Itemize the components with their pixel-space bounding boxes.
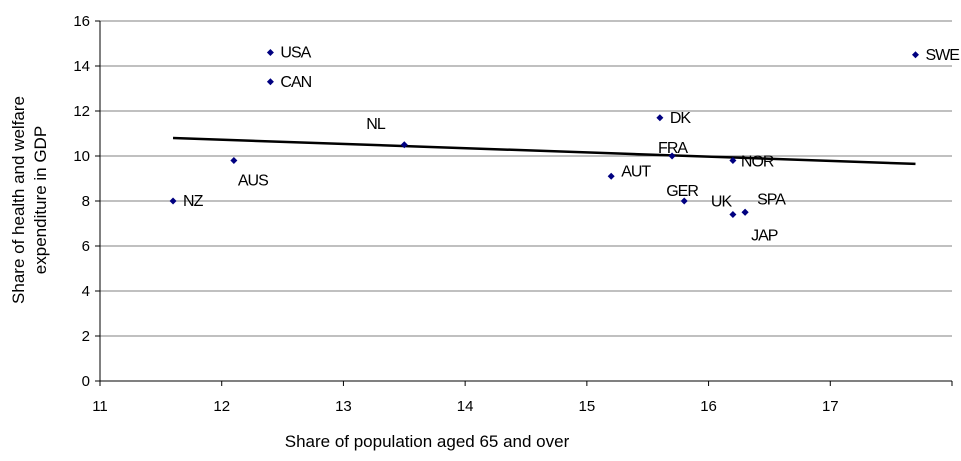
point-label: GER xyxy=(666,183,698,200)
y-tick-label: 14 xyxy=(73,58,90,75)
data-point xyxy=(656,114,664,122)
data-point xyxy=(230,157,238,164)
point-label: NZ xyxy=(183,193,204,210)
x-tick-label: 14 xyxy=(457,398,474,415)
trendline xyxy=(172,136,916,166)
x-tick-label: 16 xyxy=(700,398,717,415)
data-point xyxy=(729,211,737,218)
x-axis-title: Share of population aged 65 and over xyxy=(285,432,570,451)
point-label: JAP xyxy=(751,227,778,244)
y-tick-label: 0 xyxy=(82,373,90,390)
point-label: NOR xyxy=(741,154,774,171)
point-label: SPA xyxy=(757,191,786,208)
x-tick-label: 12 xyxy=(213,398,230,415)
x-tick-label: 13 xyxy=(335,398,352,415)
y-axis-title-line-2: expenditure in GDP xyxy=(31,126,50,274)
point-label: USA xyxy=(280,45,311,62)
point-label: FRA xyxy=(658,140,688,157)
y-tick-label: 4 xyxy=(82,283,90,300)
point-label: AUS xyxy=(238,173,268,190)
data-point xyxy=(668,152,676,160)
data-point xyxy=(266,49,274,56)
point-label: CAN xyxy=(280,74,311,91)
y-tick-label: 6 xyxy=(82,238,90,255)
trendline-group xyxy=(172,136,916,166)
y-tick-label: 12 xyxy=(73,103,90,120)
point-label: DK xyxy=(670,110,692,127)
gridlines xyxy=(100,20,952,337)
data-point xyxy=(607,172,615,180)
y-tick-label: 2 xyxy=(82,328,90,345)
x-tick-label: 15 xyxy=(579,398,596,415)
x-tick-labels: 11 12 13 14 15 16 17 xyxy=(92,398,838,415)
point-label: UK xyxy=(711,194,733,211)
data-point xyxy=(680,197,688,205)
y-tick-labels: 0 2 4 6 8 10 12 14 16 xyxy=(73,13,90,390)
point-label: SWE xyxy=(925,47,959,64)
y-tick-label: 8 xyxy=(82,193,90,210)
data-point xyxy=(911,51,919,59)
data-point xyxy=(266,78,274,86)
point-label: AUT xyxy=(621,163,651,180)
point-labels: USA CAN AUS NZ NL DK FRA AUT GER NOR UK SPA JAP SWE xyxy=(183,45,960,245)
y-tick-label: 16 xyxy=(73,13,90,30)
y-axis-title: Share of health and welfare expenditure … xyxy=(9,96,50,304)
data-point xyxy=(169,197,177,205)
point-label: NL xyxy=(366,116,386,133)
data-points xyxy=(169,49,919,218)
x-tick-label: 11 xyxy=(92,398,108,415)
y-tick-label: 10 xyxy=(73,148,90,165)
x-tick-label: 17 xyxy=(822,398,839,415)
axes xyxy=(95,20,953,386)
data-point xyxy=(741,208,749,216)
y-axis-title-line-1: Share of health and welfare xyxy=(9,96,28,304)
data-point xyxy=(400,141,408,149)
data-point xyxy=(729,157,737,164)
